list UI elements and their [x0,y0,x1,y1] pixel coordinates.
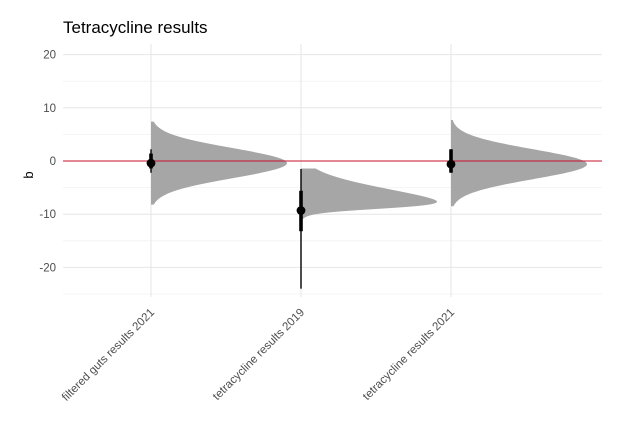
point-estimate [296,206,306,215]
intervals [146,149,456,289]
y-axis-label: b [21,171,36,178]
point-estimate [146,158,156,168]
y-tick-label: 10 [43,103,56,115]
densities [151,120,587,307]
density-slab [151,121,287,205]
y-tick-label: 0 [50,156,56,168]
x-tick-label: tetracycline results 2021 [361,307,457,403]
density-slab [451,120,587,207]
y-tick-label: -10 [39,209,56,221]
point-estimate [446,159,456,169]
x-tick-labels: filtered guts results 2021 tetracycline r… [60,307,457,404]
y-tick-label: 20 [43,50,56,62]
density-slab [301,168,437,307]
y-tick-label: -20 [39,262,56,274]
x-tick-label: filtered guts results 2021 [60,307,157,404]
x-tick-label: tetracycline results 2019 [211,307,307,403]
y-tick-labels: 20 10 0 -10 -20 [39,50,56,275]
chart-title: Tetracycline results [63,18,208,37]
